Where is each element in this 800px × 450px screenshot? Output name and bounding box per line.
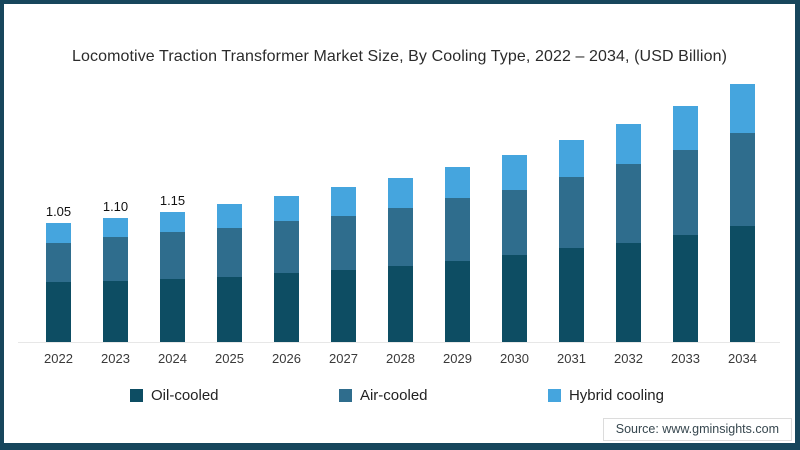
bar-segment-air-cooled: [445, 198, 470, 261]
bar-segment-hybrid-cooling: [103, 217, 128, 237]
stacked-bar-2023: [103, 217, 128, 342]
x-tick-2030: 2030: [500, 351, 529, 366]
bar-segment-hybrid-cooling: [559, 139, 584, 178]
x-tick-2033: 2033: [671, 351, 700, 366]
bar-segment-air-cooled: [274, 221, 299, 274]
bar-segment-oil-cooled: [730, 225, 755, 342]
stacked-bar-2030: [502, 154, 527, 342]
bar-column-2023: 1.10: [87, 80, 144, 342]
bar-column-2025: [201, 80, 258, 342]
bar-segment-hybrid-cooling: [730, 84, 755, 133]
bar-segment-oil-cooled: [46, 282, 71, 342]
legend: Oil-cooled Air-cooled Hybrid cooling: [130, 387, 664, 404]
x-axis-line: [18, 342, 780, 343]
bar-column-2028: [372, 80, 429, 342]
x-tick-2028: 2028: [386, 351, 415, 366]
bar-segment-oil-cooled: [217, 276, 242, 342]
bar-segment-oil-cooled: [103, 281, 128, 342]
legend-label: Hybrid cooling: [568, 387, 664, 404]
x-tick-2025: 2025: [215, 351, 244, 366]
bar-column-2034: [714, 80, 771, 342]
stacked-bar-2034: [730, 84, 755, 342]
bar-segment-oil-cooled: [274, 273, 299, 342]
bar-column-2032: [600, 80, 657, 342]
stacked-bar-2022: [46, 223, 71, 342]
bar-segment-air-cooled: [559, 177, 584, 249]
bar-segment-hybrid-cooling: [331, 187, 356, 216]
bar-segment-air-cooled: [331, 215, 356, 270]
x-tick-2032: 2032: [614, 351, 643, 366]
x-tick-2024: 2024: [158, 351, 187, 366]
source-text: Source: www.gminsights.com: [615, 422, 779, 436]
x-tick-2026: 2026: [272, 351, 301, 366]
legend-label: Oil-cooled: [151, 387, 219, 404]
stacked-bar-2032: [616, 124, 641, 342]
stacked-bar-2028: [388, 178, 413, 342]
bar-column-2033: [657, 80, 714, 342]
stacked-bar-2027: [331, 187, 356, 342]
x-tick-2023: 2023: [101, 351, 130, 366]
bar-segment-air-cooled: [502, 189, 527, 255]
legend-label: Air-cooled: [359, 387, 428, 404]
bar-segment-hybrid-cooling: [502, 154, 527, 190]
x-tick-2034: 2034: [728, 351, 757, 366]
legend-item-air-cooled[interactable]: Air-cooled: [338, 387, 428, 404]
bar-segment-air-cooled: [217, 227, 242, 277]
bar-segment-hybrid-cooling: [445, 166, 470, 199]
stacked-bar-2029: [445, 166, 470, 342]
bar-segment-hybrid-cooling: [274, 196, 299, 222]
bar-segment-air-cooled: [388, 207, 413, 267]
x-tick-2029: 2029: [443, 351, 472, 366]
x-tick-2022: 2022: [44, 351, 73, 366]
plot-area: 1.05 1.10 1.15: [30, 80, 771, 342]
bar-column-2024: 1.15: [144, 80, 201, 342]
legend-swatch-icon: [338, 389, 352, 402]
x-axis-ticks: 2022 2023 2024 2025 2026 2027 2028 2029 2030 2031…: [30, 351, 771, 366]
bar-segment-air-cooled: [46, 242, 71, 283]
bar-column-2027: [315, 80, 372, 342]
bar-segment-hybrid-cooling: [217, 204, 242, 228]
source-box: Source: www.gminsights.com: [602, 418, 792, 441]
legend-swatch-icon: [130, 389, 143, 402]
bar-column-2031: [543, 80, 600, 342]
bar-segment-oil-cooled: [559, 248, 584, 342]
bar-segment-hybrid-cooling: [616, 124, 641, 164]
bar-total-label: 1.05: [45, 204, 72, 220]
bar-segment-air-cooled: [160, 232, 185, 279]
chart-title: Locomotive Traction Transformer Market S…: [71, 48, 728, 65]
legend-item-oil-cooled[interactable]: Oil-cooled: [130, 387, 219, 404]
bar-segment-oil-cooled: [388, 266, 413, 342]
bar-column-2030: [486, 80, 543, 342]
bar-segment-hybrid-cooling: [160, 212, 185, 233]
bar-segment-hybrid-cooling: [388, 178, 413, 208]
x-tick-2031: 2031: [557, 351, 586, 366]
bar-column-2022: 1.05: [30, 80, 87, 342]
legend-swatch-icon: [547, 389, 561, 402]
x-tick-2027: 2027: [329, 351, 358, 366]
legend-item-hybrid-cooling[interactable]: Hybrid cooling: [547, 387, 664, 404]
bar-segment-oil-cooled: [616, 242, 641, 342]
bar-segment-oil-cooled: [160, 278, 185, 342]
bar-segment-air-cooled: [103, 236, 128, 281]
stacked-bar-2026: [274, 196, 299, 342]
stacked-bar-2024: [160, 212, 185, 342]
bar-segment-oil-cooled: [673, 234, 698, 342]
bar-segment-oil-cooled: [502, 255, 527, 342]
bar-column-2026: [258, 80, 315, 342]
bar-total-label: 1.10: [102, 198, 129, 214]
bar-segment-oil-cooled: [445, 260, 470, 342]
stacked-bar-2033: [673, 105, 698, 342]
stacked-bar-2025: [217, 204, 242, 342]
bar-segment-air-cooled: [673, 149, 698, 235]
bar-column-2029: [429, 80, 486, 342]
bar-total-label: 1.15: [159, 193, 186, 209]
bar-segment-hybrid-cooling: [46, 223, 71, 243]
bar-segment-hybrid-cooling: [673, 105, 698, 150]
bar-segment-air-cooled: [730, 132, 755, 226]
stacked-bar-2031: [559, 139, 584, 342]
bar-segment-oil-cooled: [331, 269, 356, 342]
bar-segment-air-cooled: [616, 163, 641, 243]
